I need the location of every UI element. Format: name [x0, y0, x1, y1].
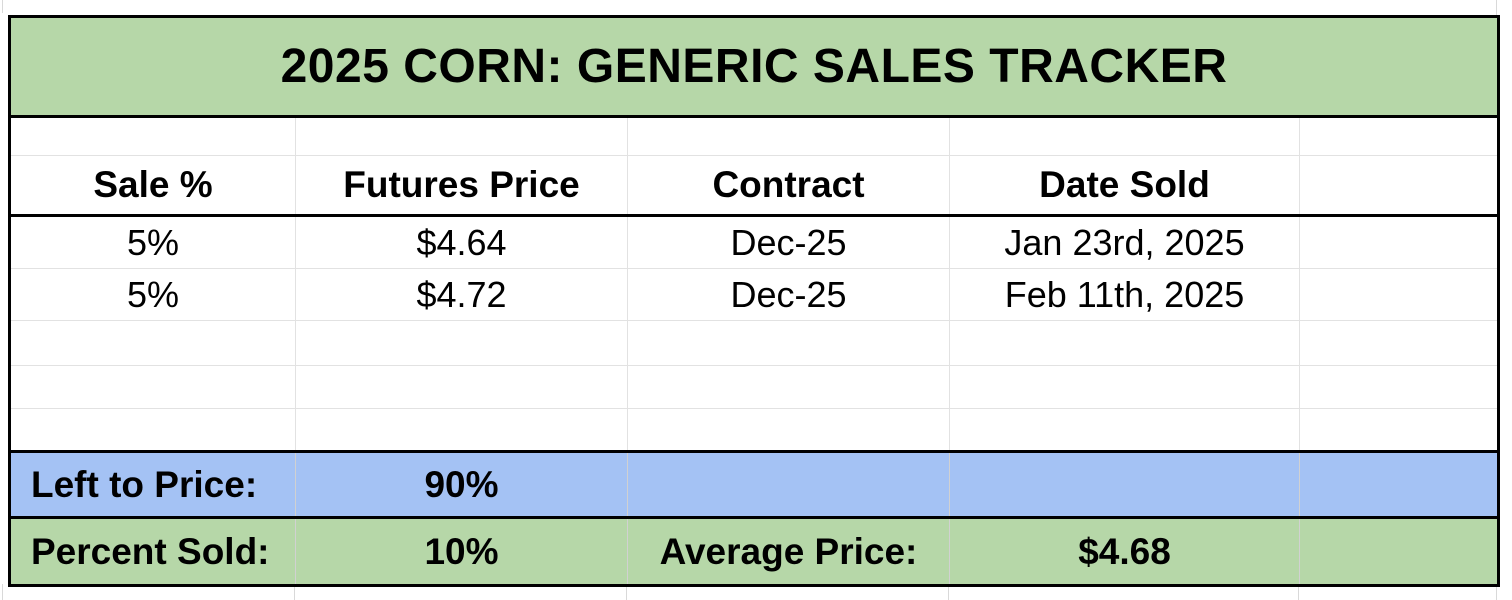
empty-cell[interactable]	[627, 408, 950, 452]
empty-cell[interactable]	[8, 320, 296, 366]
empty-cell[interactable]	[949, 365, 1300, 409]
gridline-stub	[948, 584, 949, 600]
empty-cell[interactable]	[295, 408, 628, 452]
empty-cell[interactable]	[1298, 116, 1501, 156]
cell-contract[interactable]: Dec-25	[627, 215, 950, 269]
percent-sold-label[interactable]: Percent Sold:	[8, 517, 296, 587]
empty-cell[interactable]	[8, 365, 296, 409]
cell-sale-pct[interactable]: 5%	[8, 268, 296, 321]
average-price-value[interactable]: $4.68	[949, 517, 1300, 587]
empty-cell[interactable]	[1298, 268, 1501, 321]
col-header-extra[interactable]	[1298, 155, 1501, 217]
gridline-stub	[1496, 0, 1497, 15]
percent-sold-row: Percent Sold: 10% Average Price: $4.68	[8, 517, 1501, 587]
col-header-contract[interactable]: Contract	[627, 155, 950, 217]
empty-cell[interactable]	[949, 320, 1300, 366]
empty-cell[interactable]	[295, 320, 628, 366]
table-row: 5% $4.64 Dec-25 Jan 23rd, 2025	[8, 215, 1501, 269]
empty-cell[interactable]	[949, 450, 1300, 519]
left-to-price-label[interactable]: Left to Price:	[8, 450, 296, 519]
table-row: 5% $4.72 Dec-25 Feb 11th, 2025	[8, 268, 1501, 321]
empty-cell[interactable]	[949, 408, 1300, 452]
empty-cell[interactable]	[1298, 408, 1501, 452]
sales-tracker-table: 2025 CORN: GENERIC SALES TRACKER Sale % …	[7, 15, 1501, 587]
empty-cell[interactable]	[1298, 365, 1501, 409]
gridline-stub	[626, 584, 627, 600]
cell-sale-pct[interactable]: 5%	[8, 215, 296, 269]
left-to-price-value[interactable]: 90%	[295, 450, 628, 519]
table-row	[8, 365, 1501, 409]
empty-cell[interactable]	[627, 320, 950, 366]
empty-cell[interactable]	[627, 116, 950, 156]
table-row	[8, 408, 1501, 452]
cell-futures-price[interactable]: $4.72	[295, 268, 628, 321]
table-row	[8, 320, 1501, 366]
gridline-stub	[2, 584, 3, 600]
empty-cell[interactable]	[1298, 450, 1501, 519]
left-to-price-row: Left to Price: 90%	[8, 450, 1501, 519]
empty-cell[interactable]	[627, 365, 950, 409]
empty-cell[interactable]	[8, 116, 296, 156]
gridline-stub	[1496, 584, 1497, 600]
empty-cell[interactable]	[1298, 320, 1501, 366]
empty-cell[interactable]	[627, 450, 950, 519]
empty-cell[interactable]	[1298, 215, 1501, 269]
col-header-date-sold[interactable]: Date Sold	[949, 155, 1300, 217]
banner-title-cell[interactable]: 2025 CORN: GENERIC SALES TRACKER	[7, 15, 1501, 118]
percent-sold-value[interactable]: 10%	[295, 517, 628, 587]
empty-cell[interactable]	[1298, 517, 1501, 587]
gridline-stub	[2, 0, 3, 13]
cell-futures-price[interactable]: $4.64	[295, 215, 628, 269]
empty-cell[interactable]	[949, 116, 1300, 156]
gridline-stub	[294, 584, 295, 600]
average-price-label[interactable]: Average Price:	[627, 517, 950, 587]
col-header-sale-pct[interactable]: Sale %	[8, 155, 296, 217]
gridline-stub	[1298, 584, 1299, 600]
empty-cell[interactable]	[295, 116, 628, 156]
page-title: 2025 CORN: GENERIC SALES TRACKER	[280, 40, 1228, 93]
cell-date-sold[interactable]: Jan 23rd, 2025	[949, 215, 1300, 269]
empty-cell[interactable]	[295, 365, 628, 409]
cell-contract[interactable]: Dec-25	[627, 268, 950, 321]
cell-date-sold[interactable]: Feb 11th, 2025	[949, 268, 1300, 321]
empty-cell[interactable]	[8, 408, 296, 452]
col-header-futures-price[interactable]: Futures Price	[295, 155, 628, 217]
